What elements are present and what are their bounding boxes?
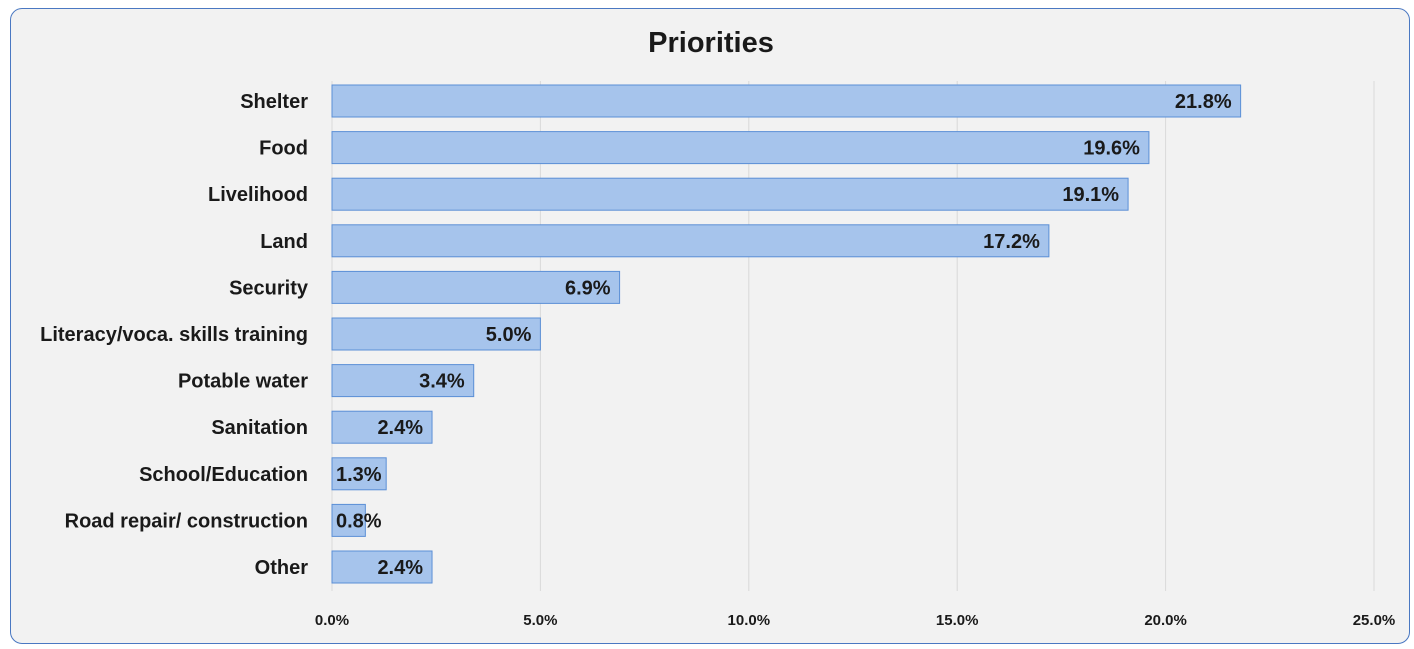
category-label-security: Security xyxy=(229,277,309,299)
category-label-potable-water: Potable water xyxy=(178,371,308,393)
bar-school-education xyxy=(331,457,387,491)
x-axis-tick-labels: 0.0% 5.0% 10.0% 15.0% 20.0% 25.0% xyxy=(315,612,1395,629)
bar-literacy-voca-skills-training xyxy=(331,317,541,351)
x-tick-label: 0.0% xyxy=(315,612,349,629)
bar-shelter xyxy=(331,84,1242,118)
x-tick-label: 25.0% xyxy=(1353,612,1396,629)
bar-other xyxy=(331,550,433,584)
value-label-sanitation: 2.4% xyxy=(377,417,423,439)
x-tick-label: 20.0% xyxy=(1144,612,1187,629)
bars xyxy=(331,84,1242,584)
category-label-sanitation: Sanitation xyxy=(211,417,308,439)
value-label-other: 2.4% xyxy=(377,557,423,579)
bar-food xyxy=(331,131,1150,165)
value-label-literacy-voca-skills-training: 5.0% xyxy=(486,324,532,346)
value-label-school-education: 1.3% xyxy=(336,464,382,486)
category-label-shelter: Shelter xyxy=(240,91,308,113)
value-label-land: 17.2% xyxy=(983,231,1040,253)
value-label-security: 6.9% xyxy=(565,277,611,299)
x-tick-label: 10.0% xyxy=(728,612,771,629)
category-label-livelihood: Livelihood xyxy=(208,184,308,206)
category-labels: Shelter Food Livelihood Land Security Literac… xyxy=(40,91,309,579)
category-label-literacy-voca-skills-training: Literacy/voca. skills training xyxy=(40,324,308,346)
category-label-food: Food xyxy=(259,138,308,160)
category-label-other: Other xyxy=(255,557,309,579)
chart-title: Priorities xyxy=(648,27,774,59)
category-label-school-education: School/Education xyxy=(139,464,308,486)
value-labels: 21.8% 19.6% 19.1% 17.2% 6.9% 5.0% 3.4% 2.4% 1.3%… xyxy=(336,91,1232,579)
bar-chart: Shelter Food Livelihood Land Security Literac… xyxy=(40,81,1395,629)
x-tick-label: 15.0% xyxy=(936,612,979,629)
bar-potable-water xyxy=(331,364,475,398)
bar-road-repair-construction xyxy=(331,503,366,537)
category-label-land: Land xyxy=(260,231,308,253)
bar-land xyxy=(331,224,1050,258)
bar-security xyxy=(331,270,621,304)
value-label-shelter: 21.8% xyxy=(1175,91,1232,113)
bar-sanitation xyxy=(331,410,433,444)
chart-frame: Priorities Shelter Food Livelihood Land Secu… xyxy=(10,8,1410,644)
x-tick-label: 5.0% xyxy=(523,612,557,629)
bar-livelihood xyxy=(331,177,1129,211)
category-label-road-repair-construction: Road repair/ construction xyxy=(65,510,308,532)
value-label-livelihood: 19.1% xyxy=(1062,184,1119,206)
value-label-road-repair-construction: 0.8% xyxy=(336,510,382,532)
value-label-food: 19.6% xyxy=(1083,138,1140,160)
value-label-potable-water: 3.4% xyxy=(419,371,465,393)
